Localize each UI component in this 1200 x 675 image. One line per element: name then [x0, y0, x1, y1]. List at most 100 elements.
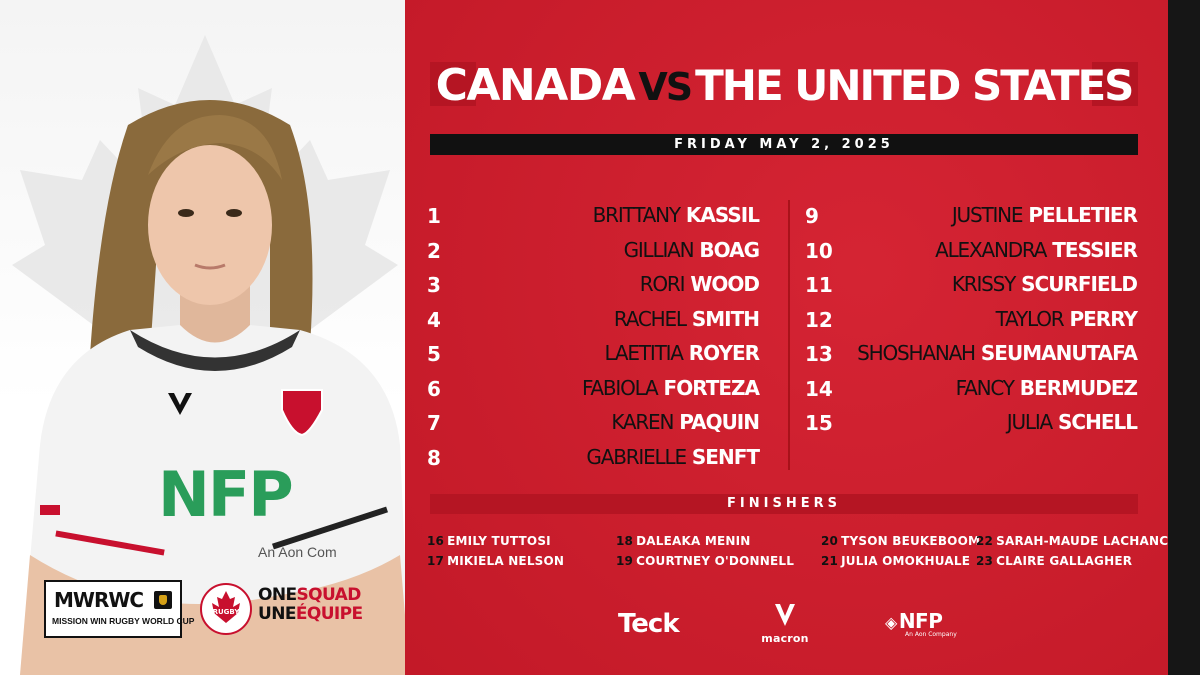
- player-number: 9: [805, 204, 819, 228]
- finisher-item: 17 MIKIELA NELSON: [427, 554, 564, 574]
- finishers-column: 16 EMILY TUTTOSI 17 MIKIELA NELSON: [427, 534, 564, 574]
- player-number: 4: [427, 307, 441, 332]
- player-number: 3: [427, 273, 441, 297]
- player-last-name: TESSIER: [1052, 237, 1138, 262]
- finisher-item: 23 CLAIRE GALLAGHER: [976, 554, 1168, 574]
- finisher-number: 19: [616, 554, 634, 568]
- player-number: 1: [427, 204, 441, 228]
- player-row: 13 SHOSHANAH SEUMANUTAFA: [805, 338, 1145, 373]
- rugby-badge-text: RUGBY: [213, 608, 241, 616]
- player-row: 3 RORI WOOD: [427, 269, 767, 304]
- player-last-name: SMITH: [691, 306, 760, 331]
- player-last-name: SEUMANUTAFA: [980, 341, 1138, 365]
- finishers-column: 22 SARAH-MAUDE LACHANCE 23 CLAIRE GALLAGHER: [976, 534, 1168, 574]
- finisher-name: JULIA OMOKHUALE: [841, 554, 971, 568]
- macron-logo: macron: [760, 604, 810, 646]
- mwrwc-subtitle: MISSION WIN RUGBY WORLD CUP: [52, 616, 195, 626]
- player-name: LAETITIA ROYER: [605, 341, 760, 365]
- player-first-name: FANCY: [955, 375, 1015, 400]
- finisher-number: 18: [616, 534, 634, 548]
- player-number: 13: [805, 342, 833, 366]
- player-name: FANCY BERMUDEZ: [955, 375, 1138, 400]
- finisher-name: EMILY TUTTOSI: [447, 534, 551, 548]
- title-decoration-right: [1092, 62, 1138, 106]
- finisher-number: 16: [427, 534, 445, 548]
- player-name: RACHEL SMITH: [613, 306, 760, 331]
- player-last-name: BERMUDEZ: [1019, 375, 1138, 400]
- starters-column-left: 1 BRITTANY KASSIL 2 GILLIAN BOAG 3 RORI WOOD 4 RAC…: [427, 200, 767, 476]
- player-name: RORI WOOD: [639, 272, 760, 296]
- player-first-name: KAREN: [611, 410, 674, 434]
- lineup-panel: CANADA VSTHE UNITED STATES FRIDAY MAY 2, …: [405, 0, 1168, 675]
- player-first-name: RORI: [639, 272, 686, 296]
- player-row: 2 GILLIAN BOAG: [427, 235, 767, 270]
- title-decoration-left: [430, 62, 476, 106]
- match-date: FRIDAY MAY 2, 2025: [430, 134, 1138, 155]
- player-first-name: KRISSY: [951, 272, 1017, 296]
- starters-column-right: 9 JUSTINE PELLETIER 10 ALEXANDRA TESSIER 11 KRI…: [805, 200, 1145, 442]
- player-number: 12: [805, 307, 833, 332]
- player-first-name: BRITTANY: [592, 203, 682, 227]
- player-row: 6 FABIOLA FORTEZA: [427, 373, 767, 408]
- player-first-name: GABRIELLE: [586, 444, 687, 469]
- player-number: 14: [805, 376, 833, 401]
- jersey-sponsor-logo: NFP: [158, 458, 294, 531]
- player-last-name: PERRY: [1069, 306, 1138, 331]
- squad-word-equipe: ÉQUIPE: [295, 604, 363, 624]
- finisher-name: SARAH-MAUDE LACHANCE: [996, 534, 1168, 548]
- jersey-sponsor-sub: An Aon Com: [258, 544, 337, 560]
- player-first-name: TAYLOR: [995, 306, 1065, 331]
- nfp-sub: An Aon Company: [905, 631, 957, 638]
- player-number: 15: [805, 411, 833, 435]
- macron-label: macron: [761, 632, 809, 645]
- player-number: 7: [427, 411, 441, 435]
- player-last-name: FORTEZA: [663, 375, 760, 400]
- player-number: 10: [805, 238, 833, 263]
- player-name: SHOSHANAH SEUMANUTAFA: [857, 341, 1138, 365]
- player-name: TAYLOR PERRY: [995, 306, 1138, 331]
- away-team: THE UNITED STATES: [695, 61, 1134, 110]
- player-first-name: RACHEL: [613, 306, 687, 331]
- player-first-name: JULIA: [1006, 410, 1053, 434]
- finisher-number: 22: [976, 534, 994, 548]
- player-last-name: BOAG: [699, 237, 760, 262]
- finisher-number: 21: [821, 554, 839, 568]
- player-last-name: KASSIL: [685, 203, 760, 227]
- player-number: 8: [427, 445, 441, 470]
- finisher-number: 20: [821, 534, 839, 548]
- macron-mark-icon: [775, 604, 795, 626]
- finisher-item: 18 DALEAKA MENIN: [616, 534, 794, 554]
- player-row: 9 JUSTINE PELLETIER: [805, 200, 1145, 235]
- finisher-name: TYSON BEUKEBOOM: [841, 534, 981, 548]
- home-team: CANADA: [435, 60, 636, 111]
- match-title-row: CANADA VSTHE UNITED STATES: [430, 56, 1138, 116]
- player-name: GILLIAN BOAG: [624, 237, 760, 262]
- rugby-canada-badge-icon: RUGBY: [200, 583, 252, 635]
- player-name: JUSTINE PELLETIER: [952, 203, 1138, 227]
- player-number: 2: [427, 238, 441, 263]
- finisher-item: 21 JULIA OMOKHUALE: [821, 554, 980, 574]
- player-name: GABRIELLE SENFT: [586, 444, 760, 469]
- player-last-name: ROYER: [688, 341, 760, 365]
- player-last-name: PELLETIER: [1028, 203, 1138, 227]
- trophy-icon: [154, 591, 172, 609]
- squad-word-one: ONE: [258, 585, 297, 605]
- player-row: 14 FANCY BERMUDEZ: [805, 373, 1145, 408]
- finisher-name: CLAIRE GALLAGHER: [996, 554, 1133, 568]
- finisher-name: COURTNEY O'DONNELL: [636, 554, 795, 568]
- right-edge-bar: [1168, 0, 1200, 675]
- player-row: 7 KAREN PAQUIN: [427, 407, 767, 442]
- player-number: 6: [427, 376, 441, 401]
- player-name: KRISSY SCURFIELD: [951, 272, 1138, 296]
- player-first-name: ALEXANDRA: [935, 237, 1047, 262]
- player-name: FABIOLA FORTEZA: [582, 375, 760, 400]
- teck-logo: Teck: [618, 609, 680, 639]
- nfp-logo: ◈ NFP An Aon Company: [885, 609, 957, 638]
- squad-word-une: UNE: [258, 604, 296, 624]
- player-row: 11 KRISSY SCURFIELD: [805, 269, 1145, 304]
- finisher-item: 20 TYSON BEUKEBOOM: [821, 534, 980, 554]
- vs-label: VS: [638, 65, 693, 109]
- nfp-label: NFP: [898, 609, 943, 633]
- player-name: KAREN PAQUIN: [611, 410, 760, 434]
- finisher-number: 17: [427, 554, 445, 568]
